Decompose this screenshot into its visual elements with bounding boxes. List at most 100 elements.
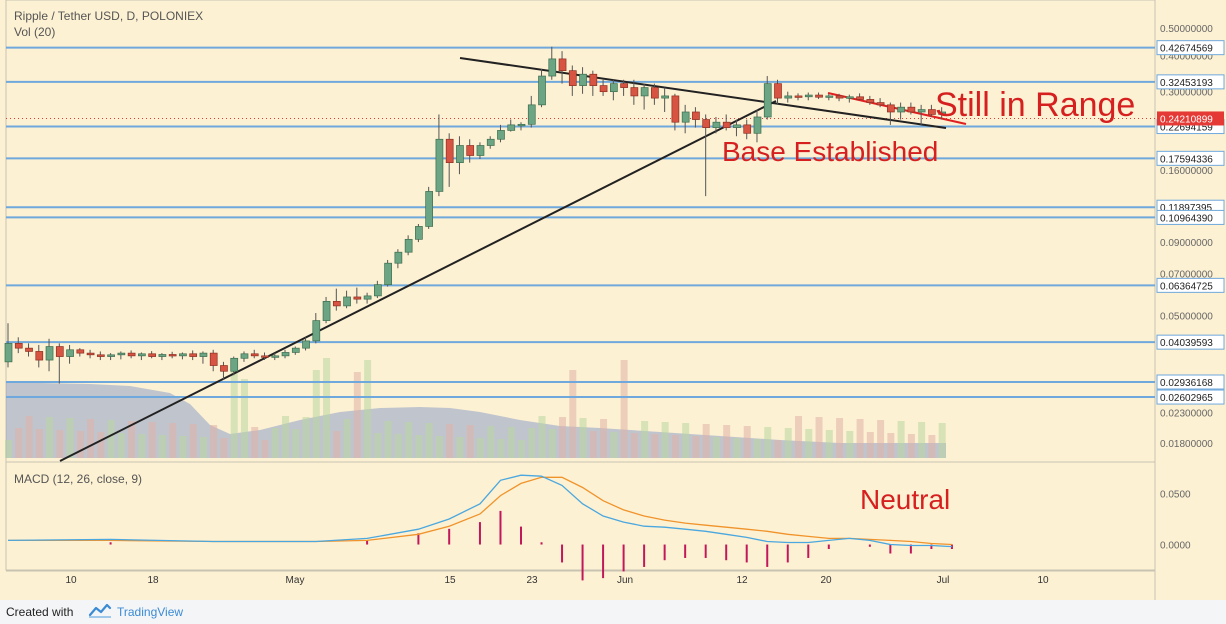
volume-bar [282, 416, 290, 458]
candle-body [322, 300, 331, 321]
volume-bar [764, 427, 772, 458]
chart-title: Ripple / Tether USD, D, POLONIEX [14, 9, 204, 23]
candle-body [445, 138, 454, 163]
candle-body [517, 123, 526, 127]
volume-bar [466, 425, 474, 458]
candle-body [599, 85, 608, 93]
candle-body [753, 116, 762, 134]
volume-bar [220, 438, 228, 458]
volume-bar [117, 433, 125, 458]
chart-canvas[interactable]: 0.65000000 0.50000000 0.40000000 0.30000000… [0, 0, 1226, 600]
candle-body [240, 353, 249, 359]
annotation-neutral: Neutral [860, 484, 951, 515]
volume-bar [179, 436, 187, 458]
volume-bar [497, 439, 505, 458]
candle-body [876, 102, 885, 106]
level-price-label-box [1156, 277, 1225, 293]
candle-body [425, 191, 434, 227]
volume-bar [240, 379, 248, 458]
candle-body [527, 104, 536, 125]
candle-body [353, 296, 362, 300]
volume-bar [712, 437, 720, 458]
volume-bar [476, 438, 484, 458]
volume-bar [928, 435, 936, 458]
candle-body [76, 349, 85, 354]
candle-body [866, 99, 875, 103]
tradingview-link[interactable]: TradingView [117, 605, 184, 619]
volume-bar [394, 434, 402, 458]
candle-body [107, 354, 115, 357]
volume-bar [271, 428, 279, 458]
candle-body [712, 121, 721, 128]
volume-bar [35, 429, 43, 458]
candle-body [250, 353, 259, 357]
volume-bar [374, 433, 382, 458]
volume-bar [579, 418, 587, 458]
volume-bar [158, 435, 166, 458]
level-price-label: 0.04039593 [1160, 338, 1213, 349]
time-axis-tick-label: 23 [526, 575, 538, 586]
volume-bar [877, 420, 885, 458]
candle-body [661, 95, 669, 99]
volume-label: Vol (20) [14, 25, 56, 39]
volume-average-area [6, 383, 946, 458]
candle-body [887, 104, 895, 113]
macd-label: MACD (12, 26, close, 9) [14, 472, 143, 486]
candle-body [127, 352, 136, 357]
candle-body [835, 95, 844, 99]
candle-body [332, 300, 341, 307]
volume-bar [887, 433, 895, 458]
volume-bar [805, 429, 813, 458]
level-price-label-box [1156, 389, 1225, 405]
volume-bar [415, 435, 423, 458]
level-price-label: 0.22694159 [1160, 123, 1213, 134]
volume-bar [169, 423, 177, 458]
candle-body [856, 96, 864, 100]
candle-body [66, 349, 74, 357]
volume-bar [435, 436, 443, 458]
volume-bar [600, 419, 608, 458]
volume-bar [692, 436, 700, 458]
candle-body [404, 238, 413, 253]
candle-body [394, 251, 403, 264]
volume-bar [671, 435, 679, 458]
candle-body [14, 343, 23, 349]
volume-bar [292, 429, 300, 458]
volume-bar [456, 437, 464, 458]
candle-body [189, 353, 198, 357]
candle-body [456, 145, 464, 163]
current-price-label-box [1157, 111, 1224, 126]
volume-bar [425, 423, 433, 458]
created-with-label: Created with [6, 605, 74, 619]
time-axis-tick-label: 12 [736, 575, 748, 586]
candle-body [261, 355, 269, 358]
time-axis-tick-label: 15 [444, 575, 456, 586]
volume-bar [815, 417, 823, 458]
volume-bar [589, 431, 597, 458]
volume-bar [846, 431, 854, 458]
candle-body [86, 352, 95, 356]
candle-body [640, 87, 649, 97]
tradingview-logo-icon[interactable] [88, 603, 112, 622]
candle-body [291, 347, 300, 353]
candle-body [271, 355, 280, 358]
candle-body [507, 124, 516, 131]
volume-bar [538, 416, 546, 458]
candle-body [825, 95, 834, 98]
candle-body [568, 70, 577, 86]
volume-bar [518, 440, 525, 458]
volume-bar [446, 424, 454, 458]
descending-trendline [459, 57, 947, 129]
volume-bar [907, 434, 915, 458]
volume-bar [795, 416, 803, 458]
price-axis-tick-label: 0.16000000 [1160, 166, 1213, 177]
level-price-label: 0.17594336 [1160, 154, 1213, 165]
level-price-label: 0.02936168 [1160, 378, 1213, 389]
candle-body [497, 130, 505, 140]
candle-body [784, 95, 793, 99]
candle-body [415, 226, 423, 240]
chart-area[interactable]: 0.65000000 0.50000000 0.40000000 0.30000000… [0, 0, 1226, 600]
candle-body [363, 295, 372, 300]
candle-body [384, 262, 392, 286]
volume-bar [487, 426, 495, 458]
